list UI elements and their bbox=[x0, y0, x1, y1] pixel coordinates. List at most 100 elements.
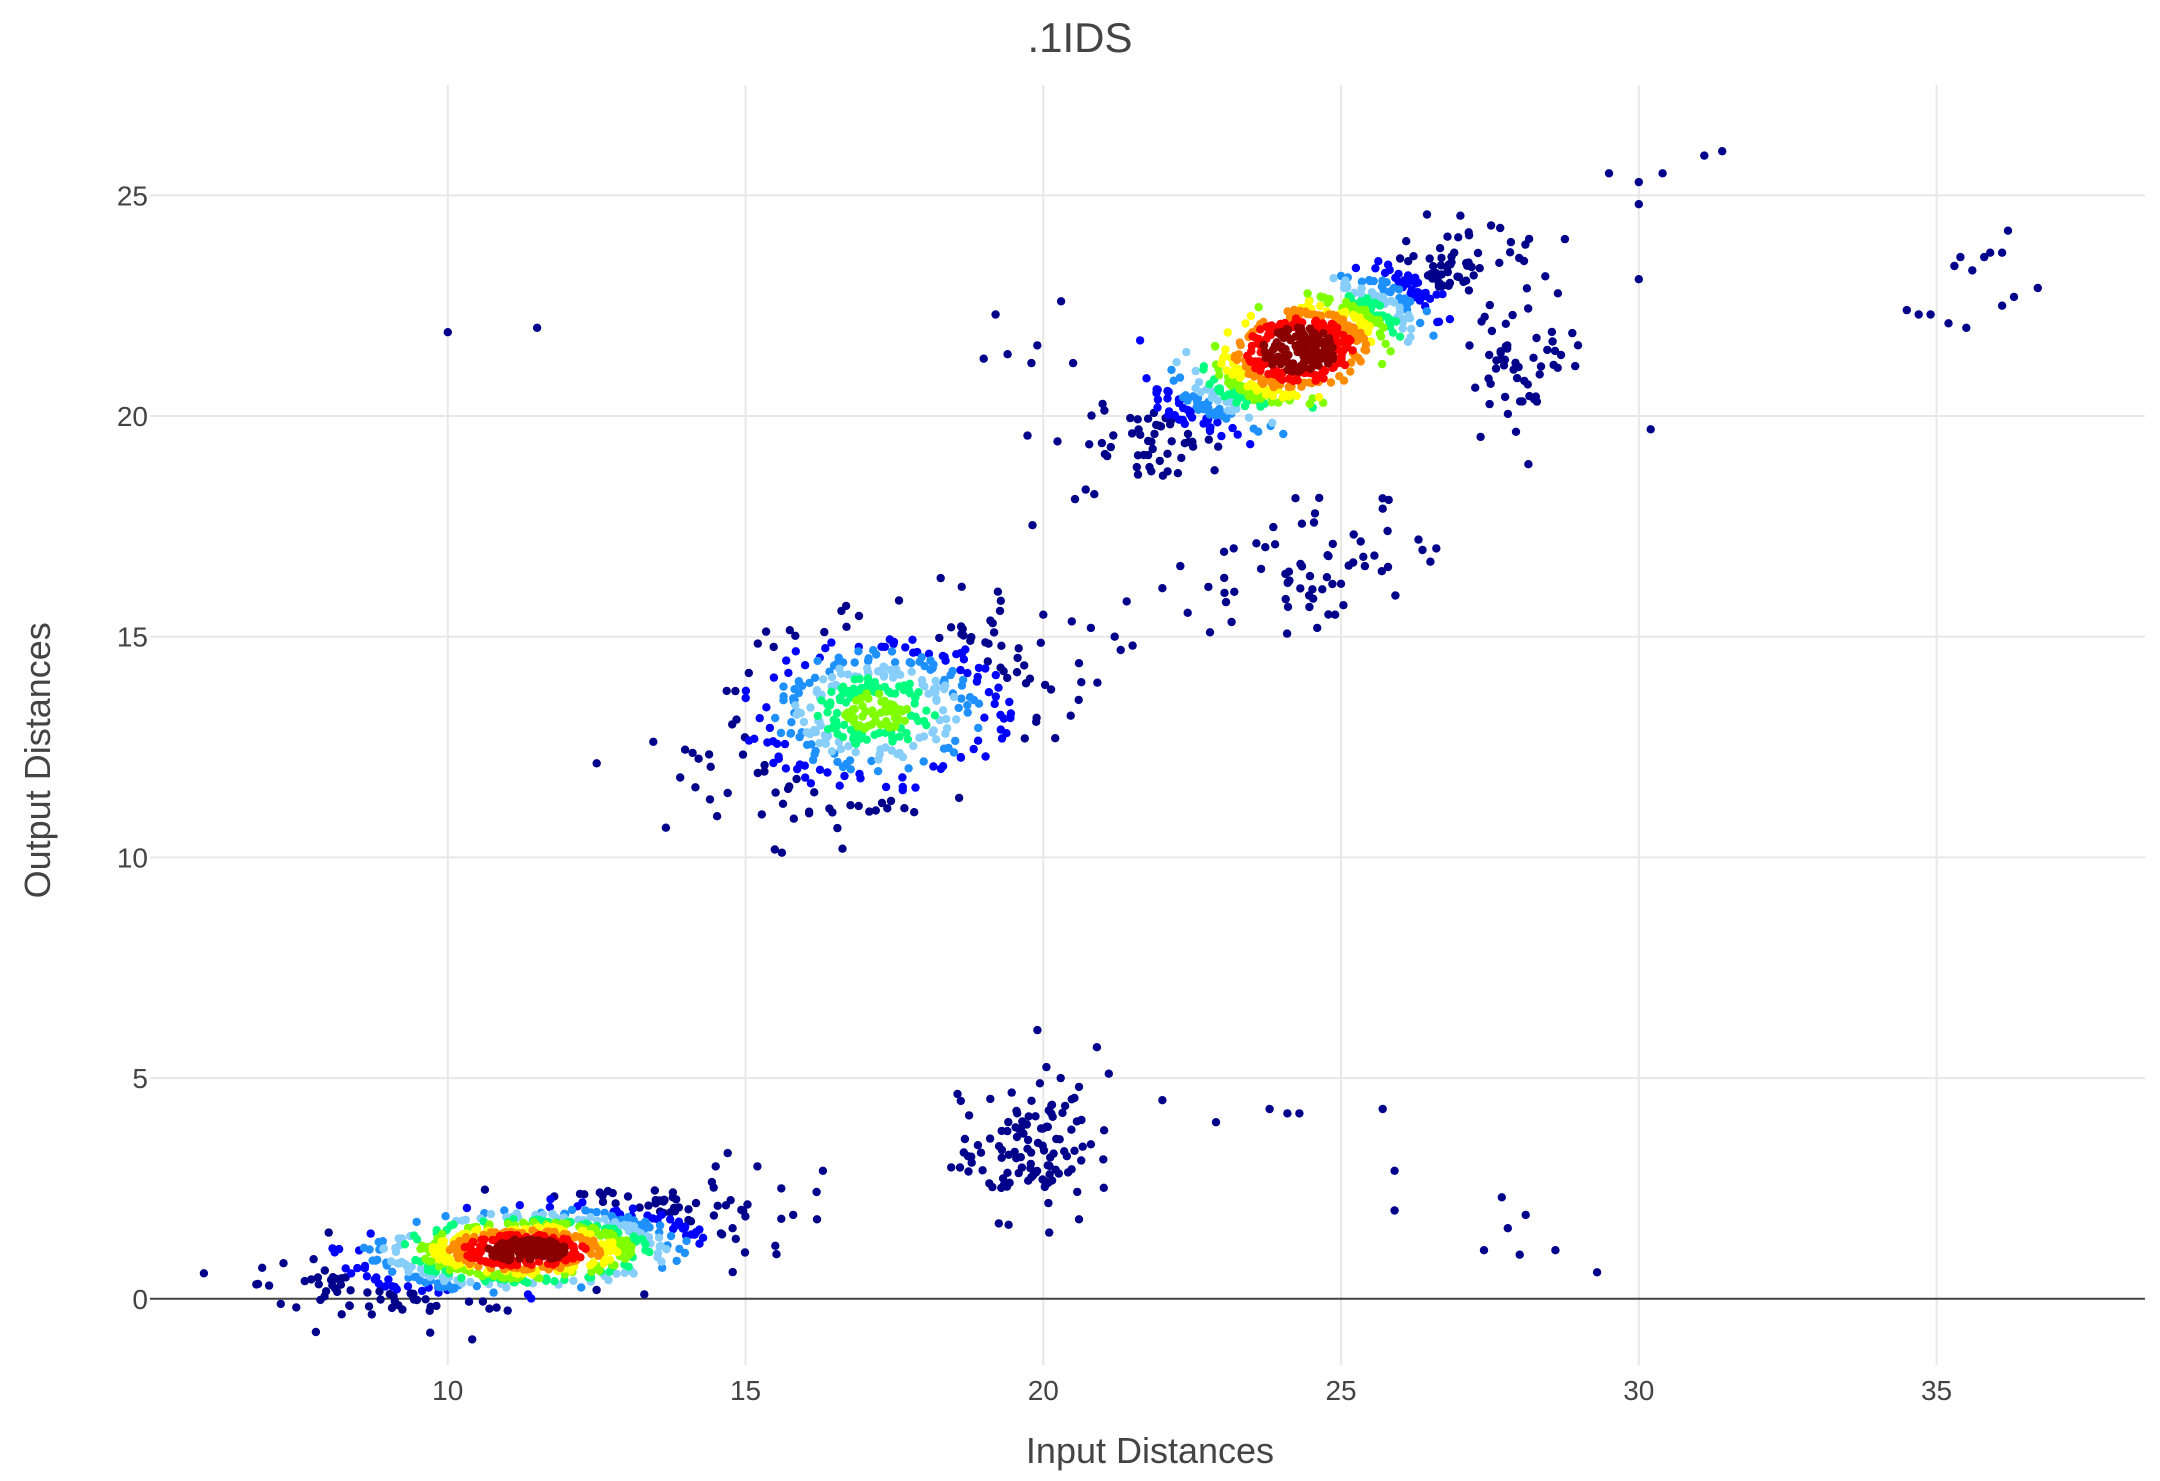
data-point bbox=[1026, 1159, 1036, 1169]
data-point bbox=[940, 652, 949, 662]
data-point bbox=[1658, 169, 1667, 178]
data-point bbox=[994, 1219, 1003, 1228]
data-point bbox=[375, 1287, 384, 1296]
data-point bbox=[659, 1197, 668, 1206]
data-point bbox=[1535, 370, 1544, 379]
data-point bbox=[1404, 257, 1413, 266]
data-point bbox=[554, 1244, 563, 1254]
data-point bbox=[625, 1221, 634, 1230]
data-point bbox=[842, 622, 851, 631]
data-point bbox=[379, 1244, 389, 1253]
data-point bbox=[827, 638, 836, 647]
data-point bbox=[1070, 1146, 1079, 1156]
data-point bbox=[367, 1310, 376, 1319]
data-point bbox=[1211, 342, 1220, 351]
data-point bbox=[1012, 668, 1022, 677]
data-point bbox=[1634, 275, 1644, 284]
data-point bbox=[1592, 1268, 1602, 1277]
data-point bbox=[1285, 576, 1294, 585]
data-point bbox=[625, 1248, 634, 1257]
data-point bbox=[658, 1263, 667, 1273]
data-point bbox=[1227, 617, 1236, 627]
data-point bbox=[641, 1239, 650, 1249]
data-point bbox=[791, 701, 800, 710]
data-point bbox=[838, 658, 848, 667]
data-point bbox=[726, 1196, 735, 1205]
data-point bbox=[873, 767, 883, 776]
data-point bbox=[1027, 358, 1036, 368]
data-point bbox=[365, 1245, 374, 1254]
data-point bbox=[1425, 254, 1434, 263]
data-point bbox=[655, 1221, 665, 1230]
data-point bbox=[1232, 404, 1241, 414]
data-point bbox=[640, 1290, 649, 1299]
data-point bbox=[849, 728, 859, 738]
data-point bbox=[1268, 391, 1278, 401]
data-point bbox=[812, 1187, 821, 1197]
x-axis-title: Input Distances bbox=[1026, 1430, 1274, 1471]
data-point bbox=[1450, 248, 1459, 257]
data-point bbox=[980, 713, 989, 722]
data-point bbox=[924, 689, 933, 698]
data-point bbox=[648, 1214, 657, 1223]
data-point bbox=[1634, 177, 1644, 187]
data-point bbox=[1524, 304, 1533, 313]
data-point bbox=[1104, 1069, 1114, 1078]
data-point bbox=[300, 1276, 309, 1286]
data-point bbox=[862, 735, 871, 744]
data-point bbox=[434, 1282, 443, 1292]
data-point bbox=[608, 1188, 617, 1198]
data-point bbox=[1479, 1246, 1489, 1255]
data-point bbox=[929, 726, 938, 735]
data-point bbox=[706, 762, 715, 771]
data-point bbox=[490, 1252, 500, 1261]
data-point bbox=[1362, 294, 1372, 303]
data-point bbox=[997, 1183, 1006, 1193]
data-point bbox=[1718, 147, 1727, 156]
data-point bbox=[1143, 450, 1153, 460]
data-point bbox=[1279, 429, 1288, 439]
data-point bbox=[1249, 381, 1258, 391]
data-point bbox=[1042, 1062, 1051, 1072]
data-point bbox=[991, 670, 1000, 680]
data-point bbox=[953, 1089, 962, 1099]
data-point bbox=[1044, 1198, 1053, 1208]
data-point bbox=[886, 665, 896, 675]
data-point bbox=[1205, 425, 1215, 434]
data-point bbox=[1147, 467, 1156, 476]
data-point bbox=[860, 724, 869, 733]
data-point bbox=[883, 804, 892, 813]
data-point bbox=[1407, 324, 1416, 334]
data-point bbox=[1315, 493, 1324, 503]
data-point bbox=[1926, 310, 1935, 319]
data-point bbox=[1357, 277, 1367, 286]
data-point bbox=[1486, 221, 1496, 230]
data-point bbox=[956, 1096, 965, 1106]
data-point bbox=[924, 649, 934, 658]
data-point bbox=[907, 667, 916, 676]
data-point bbox=[901, 643, 910, 652]
data-point bbox=[1547, 327, 1557, 337]
x-tick-label: 10 bbox=[432, 1375, 463, 1406]
data-point bbox=[1156, 422, 1166, 431]
data-point bbox=[1182, 347, 1191, 357]
data-point bbox=[1390, 1166, 1399, 1176]
data-point bbox=[918, 680, 927, 689]
data-point bbox=[949, 692, 959, 702]
data-point bbox=[1359, 318, 1368, 327]
data-point bbox=[880, 682, 889, 692]
data-point bbox=[1553, 363, 1562, 372]
data-point bbox=[1153, 403, 1162, 412]
data-point bbox=[810, 788, 819, 797]
data-point bbox=[1328, 539, 1338, 549]
data-point bbox=[1067, 617, 1077, 626]
data-point bbox=[1308, 349, 1317, 358]
data-point bbox=[364, 1302, 374, 1311]
data-point bbox=[810, 750, 819, 759]
data-point bbox=[723, 1148, 732, 1158]
data-point bbox=[1196, 388, 1205, 397]
data-point bbox=[1077, 1115, 1086, 1125]
data-point bbox=[523, 1278, 532, 1287]
data-point bbox=[1304, 591, 1314, 600]
